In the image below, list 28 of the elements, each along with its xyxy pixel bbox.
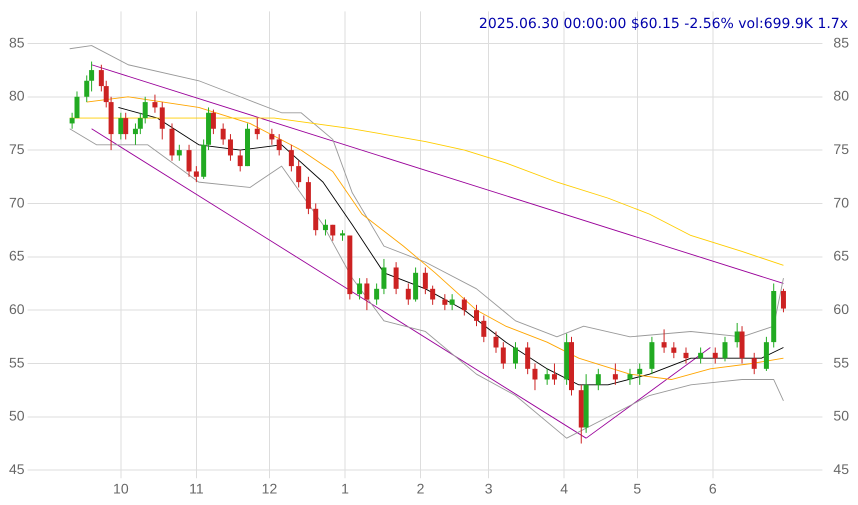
y-tick-label: 50	[8, 408, 25, 424]
y-tick-label: 60	[8, 301, 25, 318]
y2-tick-label: 45	[833, 461, 850, 478]
y-tick-label: 70	[8, 194, 25, 210]
y2-tick-label: 70	[833, 194, 850, 210]
y-tick-label: 75	[8, 140, 25, 157]
y-tick-label: 45	[8, 461, 25, 478]
y2-tick-label: 65	[833, 248, 850, 264]
chart-title: 2025.06.30 00:00:00 $60.15 -2.56% vol:699.9K 1.7x	[478, 16, 848, 32]
y-tick-label: 55	[8, 354, 25, 370]
x-tick-label: 11	[189, 480, 204, 496]
y2-tick-label: 75	[833, 140, 850, 157]
x-tick-label: 10	[113, 480, 129, 496]
y2-tick-label: 55	[833, 354, 850, 370]
y-tick-label: 85	[8, 34, 25, 50]
x-tick-label: 2	[416, 480, 425, 496]
y2-tick-label: 80	[833, 88, 850, 104]
y2-tick-label: 85	[833, 34, 850, 50]
y-tick-label: 65	[8, 248, 25, 264]
x-tick-label: 5	[633, 480, 642, 496]
x-tick-label: 4	[560, 480, 568, 496]
x-tick-label: 6	[708, 480, 717, 496]
y2-tick-label: 60	[833, 301, 850, 318]
y2-tick-label: 50	[833, 408, 850, 424]
x-tick-label: 3	[484, 480, 493, 496]
x-tick-label: 1	[341, 480, 350, 496]
y-tick-label: 80	[8, 88, 25, 104]
x-tick-label: 12	[262, 480, 278, 496]
